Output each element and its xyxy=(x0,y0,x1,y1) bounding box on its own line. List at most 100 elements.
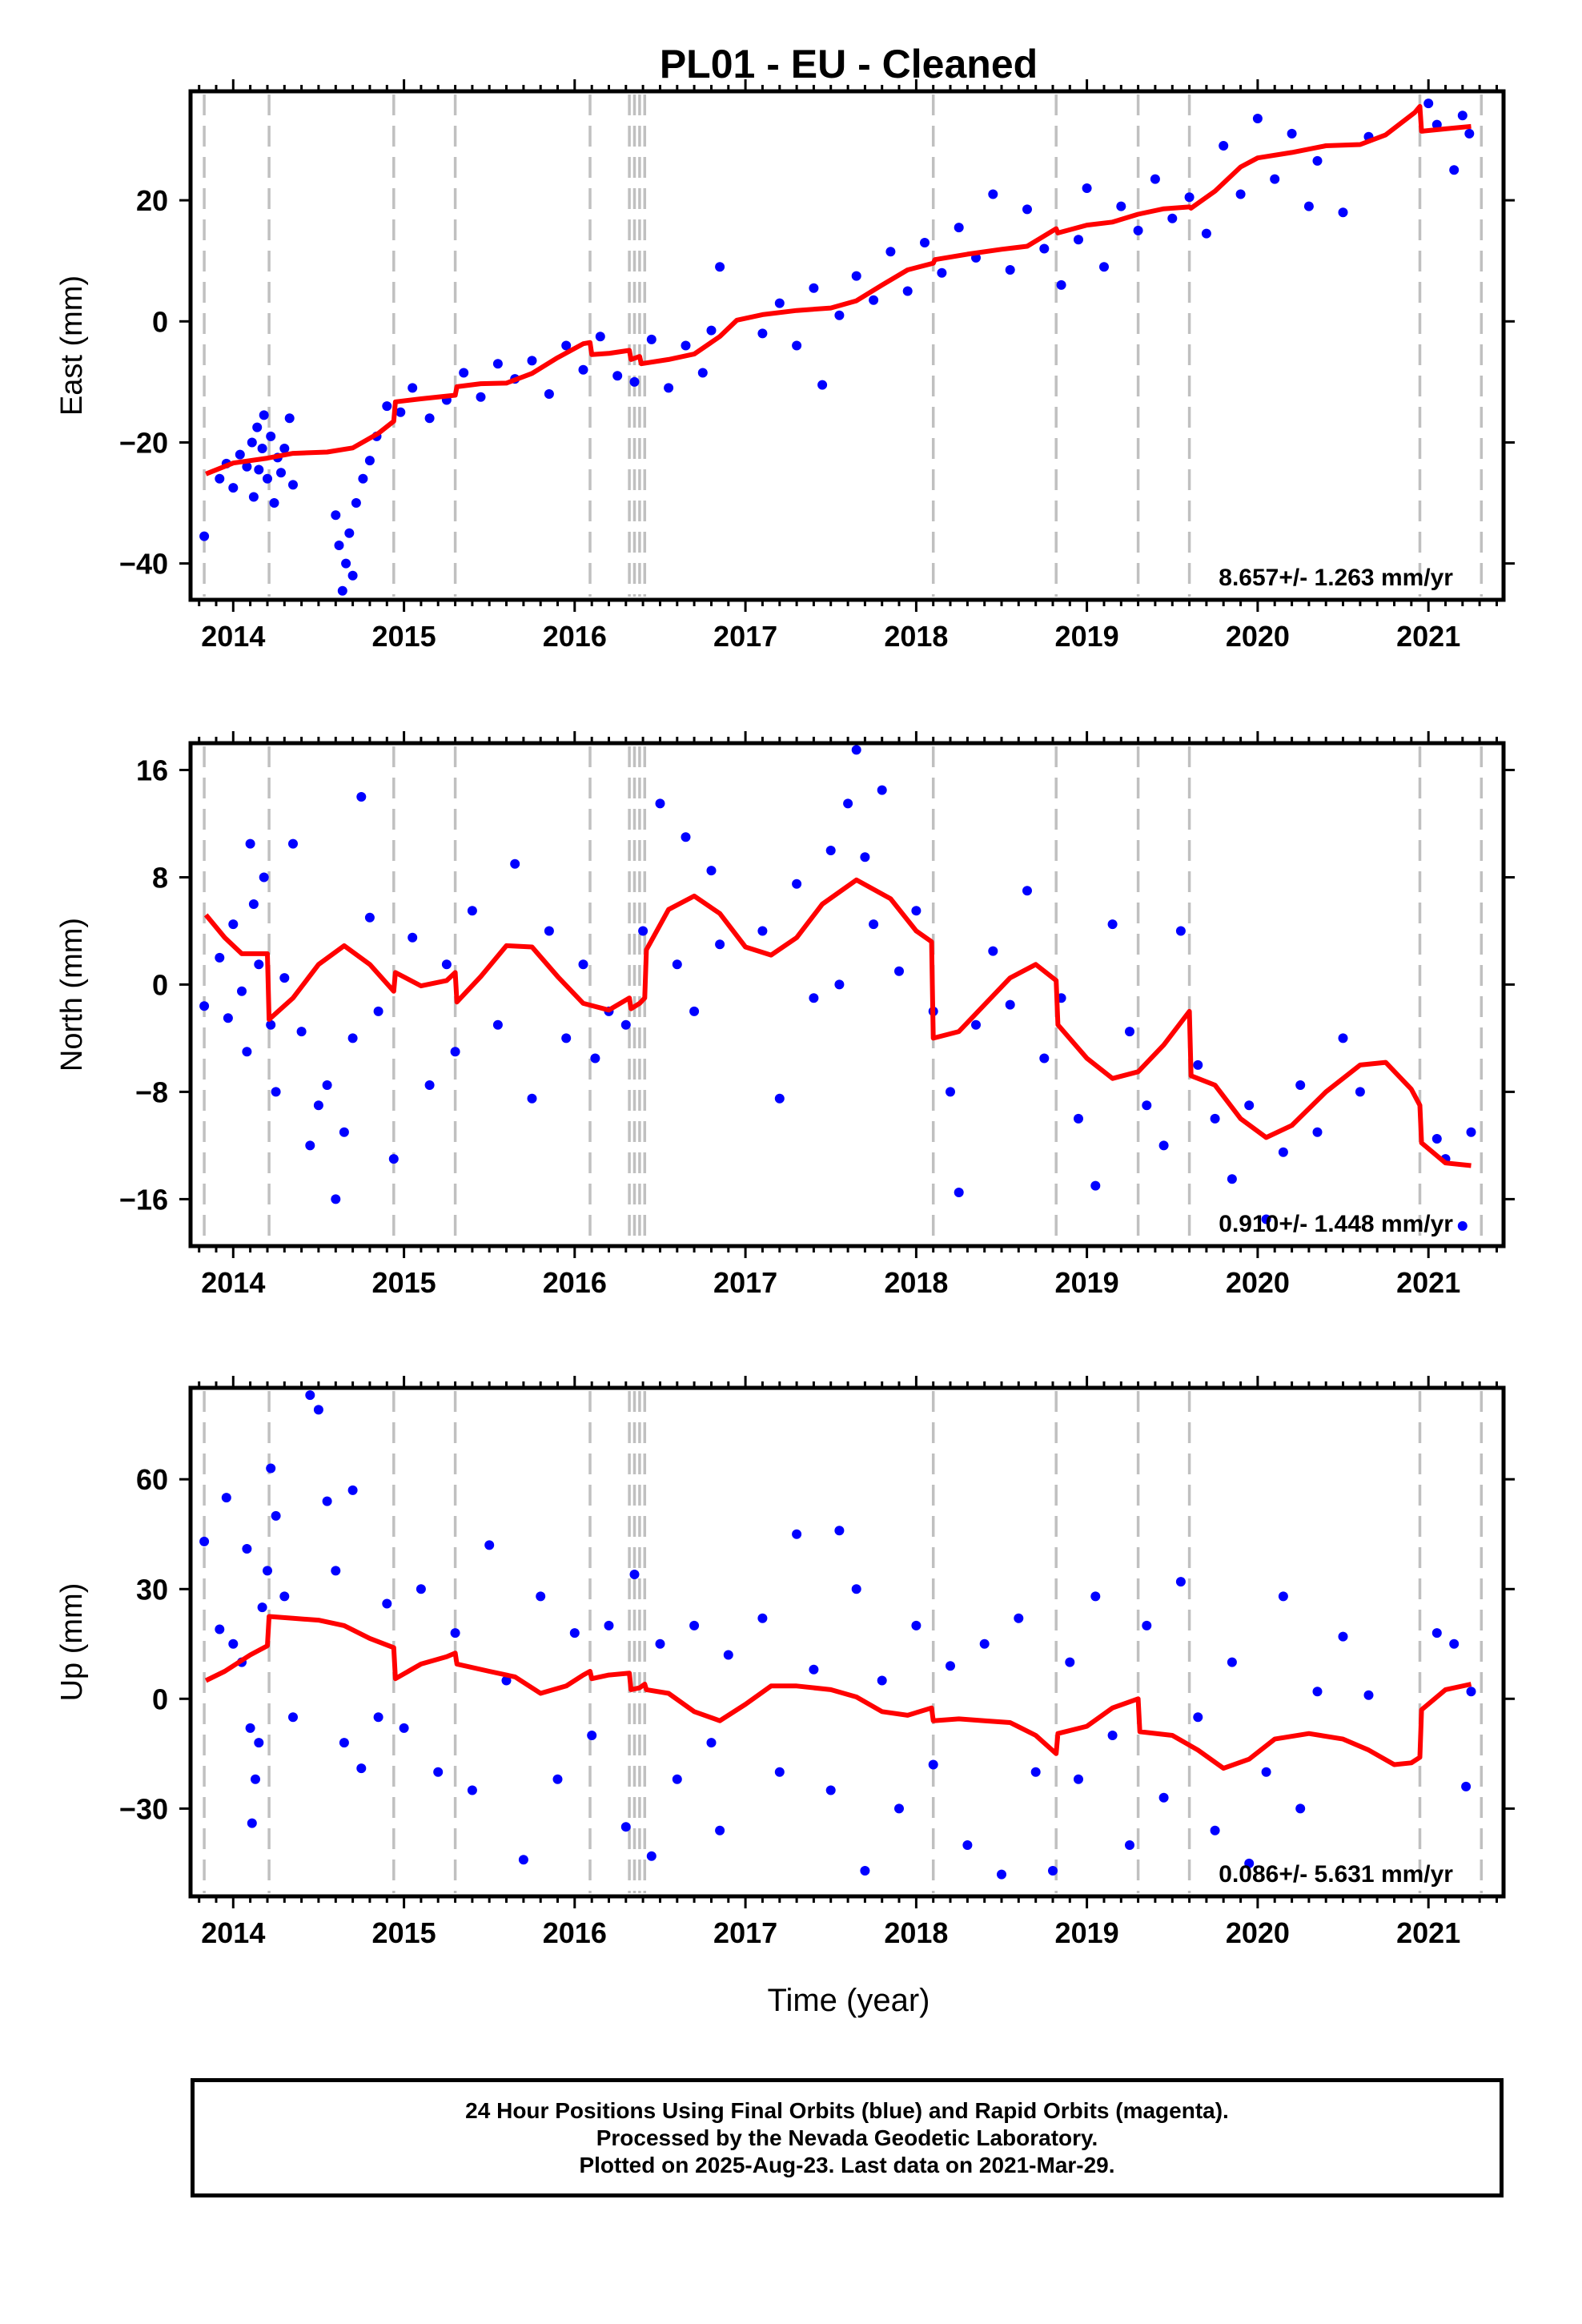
north-plot-frame xyxy=(188,741,1506,1248)
east-data-point-1 xyxy=(215,473,225,484)
east-data-point-5 xyxy=(242,461,252,472)
east-data-point-17 xyxy=(279,444,290,453)
east-data-point-12 xyxy=(263,473,272,484)
north-data-point-14 xyxy=(296,1027,307,1037)
east-data-point-35 xyxy=(459,368,469,378)
up-data-point-19 xyxy=(331,1566,341,1576)
up-data-point-1 xyxy=(215,1624,225,1634)
north-data-point-32 xyxy=(527,1093,537,1104)
east-x-tick-label: 2015 xyxy=(372,620,436,653)
east-data-point-67 xyxy=(1005,265,1015,275)
east-y-tick-label: 20 xyxy=(136,184,168,217)
north-data-point-43 xyxy=(689,1006,700,1016)
north-data-point-49 xyxy=(809,993,819,1003)
up-data-point-25 xyxy=(399,1723,409,1733)
up-data-point-43 xyxy=(689,1620,700,1630)
up-data-point-60 xyxy=(962,1840,973,1850)
up-data-point-31 xyxy=(501,1675,512,1686)
north-data-point-6 xyxy=(245,838,255,849)
up-data-point-66 xyxy=(1065,1657,1075,1667)
east-x-tick-label: 2018 xyxy=(884,620,948,653)
north-x-tick-label: 2018 xyxy=(884,1266,948,1299)
up-data-point-68 xyxy=(1090,1591,1101,1602)
north-data-point-88 xyxy=(1466,1127,1476,1137)
north-data-point-18 xyxy=(331,1194,341,1204)
north-data-point-54 xyxy=(860,852,870,862)
up-data-point-28 xyxy=(450,1628,460,1638)
east-data-point-8 xyxy=(252,422,263,432)
up-data-point-54 xyxy=(860,1866,870,1876)
east-data-point-4 xyxy=(235,449,245,460)
north-data-point-1 xyxy=(215,952,225,963)
north-data-point-13 xyxy=(288,838,298,849)
east-data-point-30 xyxy=(382,401,392,412)
north-data-point-25 xyxy=(408,932,418,943)
up-data-point-45 xyxy=(715,1825,725,1835)
up-x-tick-label: 2014 xyxy=(201,1916,265,1949)
north-data-point-62 xyxy=(971,1019,981,1030)
east-data-point-93 xyxy=(1464,128,1475,139)
north-x-tick-label: 2017 xyxy=(713,1266,777,1299)
north-data-point-70 xyxy=(1107,919,1118,930)
north-rate-annotation: 0.910+/- 1.448 mm/yr xyxy=(1219,1211,1453,1237)
north-data-point-76 xyxy=(1210,1113,1220,1124)
east-data-point-62 xyxy=(920,238,930,247)
east-y-tick-label: −40 xyxy=(119,548,168,581)
north-data-point-77 xyxy=(1227,1174,1237,1184)
east-data-point-47 xyxy=(664,383,674,393)
east-data-point-89 xyxy=(1423,99,1434,109)
north-data-point-17 xyxy=(322,1080,332,1090)
east-data-point-54 xyxy=(792,340,802,351)
north-data-point-72 xyxy=(1142,1100,1152,1111)
up-data-point-3 xyxy=(228,1638,239,1649)
footer-line-3: Plotted on 2025-Aug-23. Last data on 202… xyxy=(579,2152,1115,2177)
north-data-point-4 xyxy=(237,986,247,996)
up-x-tick-label: 2020 xyxy=(1226,1916,1290,1949)
up-data-point-69 xyxy=(1107,1731,1118,1740)
up-data-point-16 xyxy=(305,1390,315,1401)
east-data-point-19 xyxy=(288,480,298,490)
north-data-point-78 xyxy=(1244,1100,1255,1111)
up-y-tick-label: 30 xyxy=(136,1573,168,1606)
panels: 2014 2015 2016 2017 2018 2019 2020 2021−40−2002… xyxy=(55,79,1515,1949)
east-data-point-63 xyxy=(937,267,947,278)
north-data-point-26 xyxy=(424,1080,435,1090)
north-data-point-24 xyxy=(388,1154,399,1164)
up-data-point-80 xyxy=(1295,1803,1306,1814)
east-data-point-11 xyxy=(259,410,269,420)
east-data-point-55 xyxy=(809,283,819,293)
east-data-point-68 xyxy=(1022,204,1032,215)
east-data-point-91 xyxy=(1449,165,1460,175)
east-data-point-16 xyxy=(276,468,286,478)
north-data-point-11 xyxy=(271,1087,281,1097)
north-data-point-64 xyxy=(1005,999,1015,1010)
east-data-point-75 xyxy=(1133,225,1143,235)
up-data-point-41 xyxy=(655,1638,665,1649)
up-data-point-33 xyxy=(536,1591,546,1602)
footer-line-2: Processed by the Nevada Geodetic Laborat… xyxy=(596,2125,1098,2150)
up-y-axis-label: Up (mm) xyxy=(55,1583,89,1702)
up-x-tick-label: 2021 xyxy=(1396,1916,1460,1949)
east-data-point-44 xyxy=(612,371,623,381)
up-data-point-55 xyxy=(877,1675,887,1686)
north-data-point-65 xyxy=(1022,886,1032,896)
north-data-point-74 xyxy=(1175,926,1186,936)
up-data-point-70 xyxy=(1125,1840,1134,1850)
east-model-curve xyxy=(205,103,1472,476)
north-data-point-40 xyxy=(655,798,665,809)
up-data-point-48 xyxy=(774,1767,785,1777)
up-data-point-44 xyxy=(706,1738,717,1748)
east-data-point-32 xyxy=(408,383,418,393)
north-data-point-22 xyxy=(364,912,375,923)
east-data-point-79 xyxy=(1201,228,1211,239)
east-data-point-42 xyxy=(578,364,588,375)
north-y-tick-label: 16 xyxy=(136,754,168,787)
east-x-tick-label: 2016 xyxy=(543,620,607,653)
east-data-point-52 xyxy=(757,328,768,339)
north-data-point-16 xyxy=(313,1100,323,1111)
north-data-point-31 xyxy=(510,858,520,869)
up-data-point-32 xyxy=(518,1855,528,1865)
east-data-point-25 xyxy=(347,570,358,581)
north-data-point-2 xyxy=(223,1013,233,1023)
up-data-point-53 xyxy=(851,1584,861,1594)
